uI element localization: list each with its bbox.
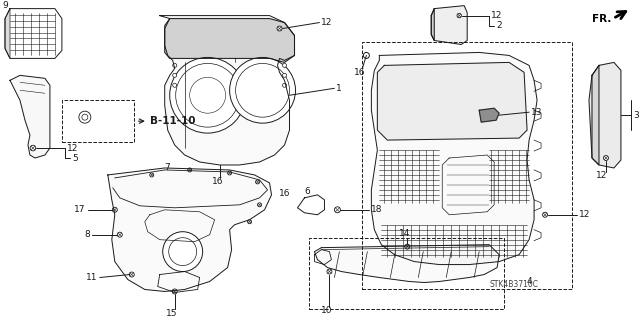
Circle shape (173, 63, 177, 67)
Text: 18: 18 (371, 205, 383, 214)
Circle shape (173, 73, 177, 77)
Text: 6: 6 (305, 187, 310, 197)
Text: 8: 8 (84, 230, 90, 239)
Polygon shape (431, 9, 435, 41)
Circle shape (169, 238, 196, 265)
Circle shape (327, 269, 332, 274)
Circle shape (129, 272, 134, 277)
Circle shape (282, 73, 287, 77)
Text: 16: 16 (279, 189, 291, 198)
Circle shape (79, 111, 91, 123)
Polygon shape (5, 9, 10, 58)
Text: 12: 12 (579, 210, 590, 219)
Circle shape (150, 173, 154, 177)
Text: 12: 12 (491, 11, 502, 20)
Circle shape (230, 57, 296, 123)
Text: 11: 11 (86, 273, 98, 282)
Circle shape (30, 145, 36, 151)
Circle shape (236, 63, 289, 117)
Circle shape (82, 114, 88, 120)
Polygon shape (592, 65, 599, 165)
Text: 17: 17 (74, 205, 86, 214)
Circle shape (248, 220, 252, 224)
Text: 9: 9 (2, 1, 8, 10)
Circle shape (112, 207, 117, 212)
Text: 7: 7 (164, 163, 170, 173)
Circle shape (257, 203, 262, 207)
Text: 1: 1 (337, 84, 342, 93)
Text: FR.: FR. (592, 14, 611, 24)
Circle shape (255, 180, 260, 184)
Text: 2: 2 (496, 21, 502, 30)
Text: 10: 10 (321, 306, 332, 315)
Polygon shape (371, 52, 537, 264)
Polygon shape (431, 6, 467, 44)
Text: 5: 5 (72, 153, 77, 162)
Polygon shape (108, 168, 271, 292)
Text: 3: 3 (633, 111, 639, 120)
Text: 15: 15 (166, 309, 177, 318)
Polygon shape (314, 245, 499, 283)
Text: 16: 16 (354, 68, 365, 77)
Circle shape (172, 289, 177, 294)
Circle shape (277, 26, 282, 31)
Polygon shape (589, 63, 621, 168)
Circle shape (176, 63, 239, 127)
Circle shape (364, 52, 369, 58)
Text: 4: 4 (526, 277, 532, 286)
Bar (62, 100, 134, 142)
Text: 12: 12 (321, 18, 333, 27)
Text: 13: 13 (531, 108, 543, 117)
Circle shape (173, 83, 177, 87)
Circle shape (457, 13, 461, 18)
Text: 16: 16 (212, 177, 223, 186)
Circle shape (188, 168, 191, 172)
Circle shape (163, 232, 203, 271)
Circle shape (335, 207, 340, 213)
Text: 14: 14 (399, 229, 410, 238)
Circle shape (117, 232, 122, 237)
Circle shape (282, 83, 287, 87)
Polygon shape (160, 16, 294, 165)
Text: B-11-10: B-11-10 (150, 116, 195, 126)
Polygon shape (378, 63, 527, 140)
Circle shape (543, 212, 548, 217)
Circle shape (228, 171, 232, 175)
Circle shape (189, 77, 226, 113)
Bar (310, 238, 504, 309)
Circle shape (405, 244, 410, 249)
Text: 12: 12 (67, 144, 78, 152)
Text: STK4B3710C: STK4B3710C (489, 280, 538, 289)
Polygon shape (10, 75, 50, 158)
Circle shape (170, 57, 246, 133)
Circle shape (604, 156, 609, 160)
Polygon shape (164, 19, 294, 63)
Text: 12: 12 (596, 171, 607, 181)
Bar (362, 42, 572, 289)
Polygon shape (479, 108, 499, 122)
Circle shape (282, 63, 287, 67)
